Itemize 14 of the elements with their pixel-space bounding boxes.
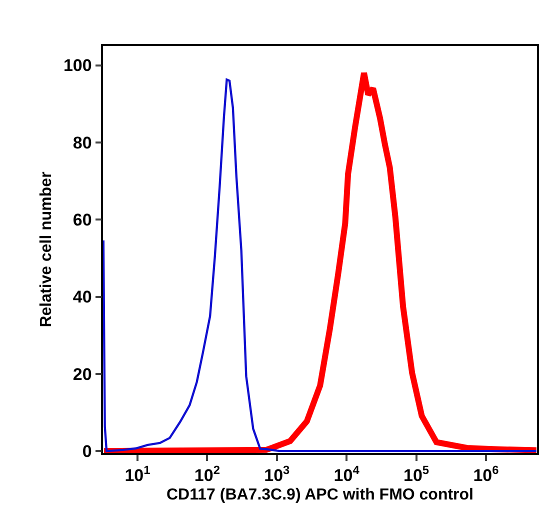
- y-tick-label: 100: [63, 56, 92, 76]
- x-tick-label: 10$^{4}$: [334, 463, 360, 486]
- y-tick-label: 0: [82, 442, 92, 462]
- x-tick-label: 10$^{3}$: [264, 463, 290, 486]
- x-axis-title: CD117 (BA7.3C.9) APC with FMO control: [166, 486, 474, 504]
- x-tick-label: 10$^{2}$: [194, 463, 220, 486]
- y-tick-label: 20: [72, 364, 92, 384]
- x-tick-label: 10$^{1}$: [124, 463, 151, 486]
- y-tick-label: 80: [72, 133, 92, 152]
- y-tick-label: 60: [72, 210, 92, 230]
- y-axis-title: Relative cell number: [38, 172, 55, 328]
- x-tick-label: 10$^{6}$: [473, 463, 500, 486]
- x-tick-label: 10$^{5}$: [403, 463, 430, 486]
- y-tick-label: 40: [72, 288, 92, 307]
